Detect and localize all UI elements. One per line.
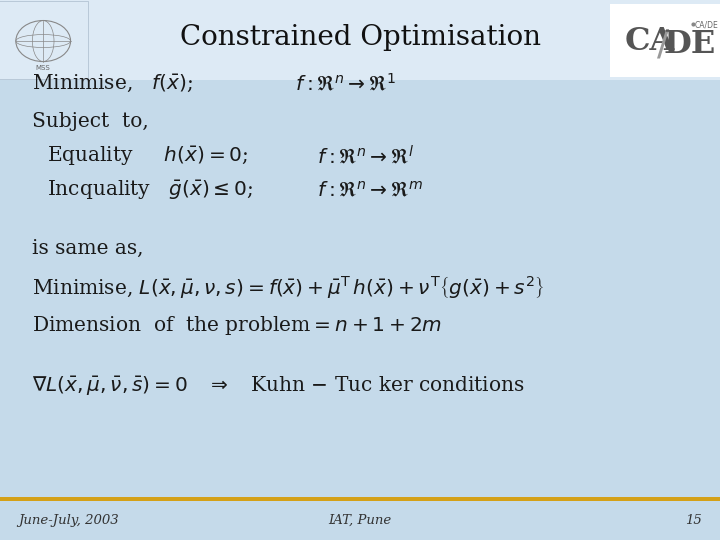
Text: CA/DE: CA/DE [695, 21, 719, 30]
Text: $f:\mathfrak{R}^n \rightarrow \mathfrak{R}^1$: $f:\mathfrak{R}^n \rightarrow \mathfrak{… [295, 73, 396, 94]
FancyBboxPatch shape [0, 1, 88, 79]
Text: MSS: MSS [36, 65, 50, 71]
FancyBboxPatch shape [610, 4, 720, 77]
Bar [0, 0, 720, 80]
Text: Incquality   $\bar{g}(\bar{x})\leq 0$;: Incquality $\bar{g}(\bar{x})\leq 0$; [47, 179, 253, 201]
Text: $f:\mathfrak{R}^n \rightarrow \mathfrak{R}^l$: $f:\mathfrak{R}^n \rightarrow \mathfrak{… [317, 145, 414, 168]
Text: /: / [657, 28, 670, 61]
Text: June-July, 2003: June-July, 2003 [18, 514, 119, 527]
Text: is same as,: is same as, [32, 239, 144, 258]
Text: Equality     $h(\bar{x})=0$;: Equality $h(\bar{x})=0$; [47, 145, 248, 168]
Text: CA: CA [625, 25, 675, 57]
Text: Dimension  of  the problem$=n+1+2m$: Dimension of the problem$=n+1+2m$ [32, 314, 443, 336]
Text: Minimise, $L(\bar{x},\bar{\mu},\nu,s)=f(\bar{x})+\bar{\mu}^{\mathrm{T}}\,h(\bar{: Minimise, $L(\bar{x},\bar{\mu},\nu,s)=f(… [32, 274, 545, 300]
Text: Constrained Optimisation: Constrained Optimisation [179, 24, 541, 51]
Bar [0, 497, 720, 501]
Text: 15: 15 [685, 514, 702, 527]
Text: Minimise,   $f(\bar{x})$;: Minimise, $f(\bar{x})$; [32, 73, 194, 94]
Text: $\nabla L(\bar{x},\bar{\mu},\bar{\nu},\bar{s})=0$   $\Rightarrow$   Kuhn $-$ Tuc: $\nabla L(\bar{x},\bar{\mu},\bar{\nu},\b… [32, 375, 525, 397]
Text: IAT, Pune: IAT, Pune [328, 514, 392, 527]
Text: Subject  to,: Subject to, [32, 112, 149, 131]
Text: DE: DE [664, 29, 716, 60]
Text: $f:\mathfrak{R}^n \rightarrow \mathfrak{R}^m$: $f:\mathfrak{R}^n \rightarrow \mathfrak{… [317, 180, 423, 200]
